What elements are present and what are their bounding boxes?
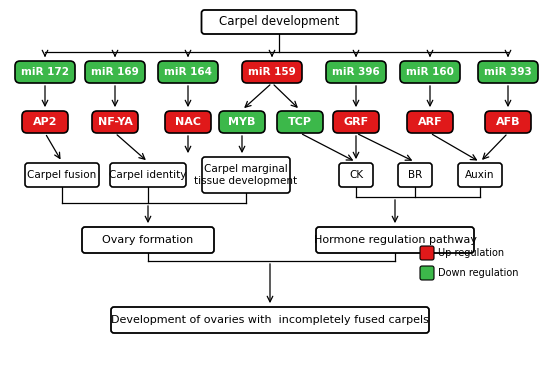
FancyBboxPatch shape: [398, 163, 432, 187]
FancyBboxPatch shape: [326, 61, 386, 83]
FancyBboxPatch shape: [407, 111, 453, 133]
Text: ARF: ARF: [418, 117, 442, 127]
Text: miR 164: miR 164: [164, 67, 212, 77]
FancyBboxPatch shape: [316, 227, 474, 253]
FancyBboxPatch shape: [25, 163, 99, 187]
Text: GRF: GRF: [343, 117, 369, 127]
FancyBboxPatch shape: [400, 61, 460, 83]
FancyBboxPatch shape: [15, 61, 75, 83]
Text: miR 159: miR 159: [248, 67, 296, 77]
FancyBboxPatch shape: [458, 163, 502, 187]
Text: AP2: AP2: [33, 117, 57, 127]
Text: Hormone regulation pathway: Hormone regulation pathway: [314, 235, 477, 245]
Text: MYB: MYB: [228, 117, 256, 127]
FancyBboxPatch shape: [92, 111, 138, 133]
FancyBboxPatch shape: [202, 157, 290, 193]
Text: Ovary formation: Ovary formation: [102, 235, 194, 245]
FancyBboxPatch shape: [333, 111, 379, 133]
FancyBboxPatch shape: [420, 266, 434, 280]
Text: NAC: NAC: [175, 117, 201, 127]
FancyBboxPatch shape: [478, 61, 538, 83]
FancyBboxPatch shape: [85, 61, 145, 83]
Text: miR 393: miR 393: [484, 67, 532, 77]
FancyBboxPatch shape: [110, 163, 186, 187]
Text: Down regulation: Down regulation: [438, 268, 518, 278]
FancyBboxPatch shape: [165, 111, 211, 133]
Text: Carpel identity: Carpel identity: [109, 170, 187, 180]
Text: miR 160: miR 160: [406, 67, 454, 77]
FancyBboxPatch shape: [22, 111, 68, 133]
Text: Carpel development: Carpel development: [219, 16, 339, 29]
FancyBboxPatch shape: [111, 307, 429, 333]
Text: Carpel marginal
tissue development: Carpel marginal tissue development: [194, 164, 297, 186]
Text: AFB: AFB: [496, 117, 520, 127]
Text: Auxin: Auxin: [465, 170, 495, 180]
FancyBboxPatch shape: [158, 61, 218, 83]
Text: miR 396: miR 396: [332, 67, 380, 77]
FancyBboxPatch shape: [219, 111, 265, 133]
Text: Carpel fusion: Carpel fusion: [27, 170, 97, 180]
FancyBboxPatch shape: [420, 246, 434, 260]
FancyBboxPatch shape: [277, 111, 323, 133]
Text: CK: CK: [349, 170, 363, 180]
FancyBboxPatch shape: [485, 111, 531, 133]
Text: BR: BR: [408, 170, 422, 180]
Text: Up regulation: Up regulation: [438, 248, 504, 258]
FancyBboxPatch shape: [201, 10, 357, 34]
Text: miR 172: miR 172: [21, 67, 69, 77]
Text: NF-YA: NF-YA: [98, 117, 132, 127]
Text: miR 169: miR 169: [91, 67, 139, 77]
Text: Development of ovaries with  incompletely fused carpels: Development of ovaries with incompletely…: [111, 315, 429, 325]
FancyBboxPatch shape: [82, 227, 214, 253]
FancyBboxPatch shape: [339, 163, 373, 187]
FancyBboxPatch shape: [242, 61, 302, 83]
Text: TCP: TCP: [288, 117, 312, 127]
